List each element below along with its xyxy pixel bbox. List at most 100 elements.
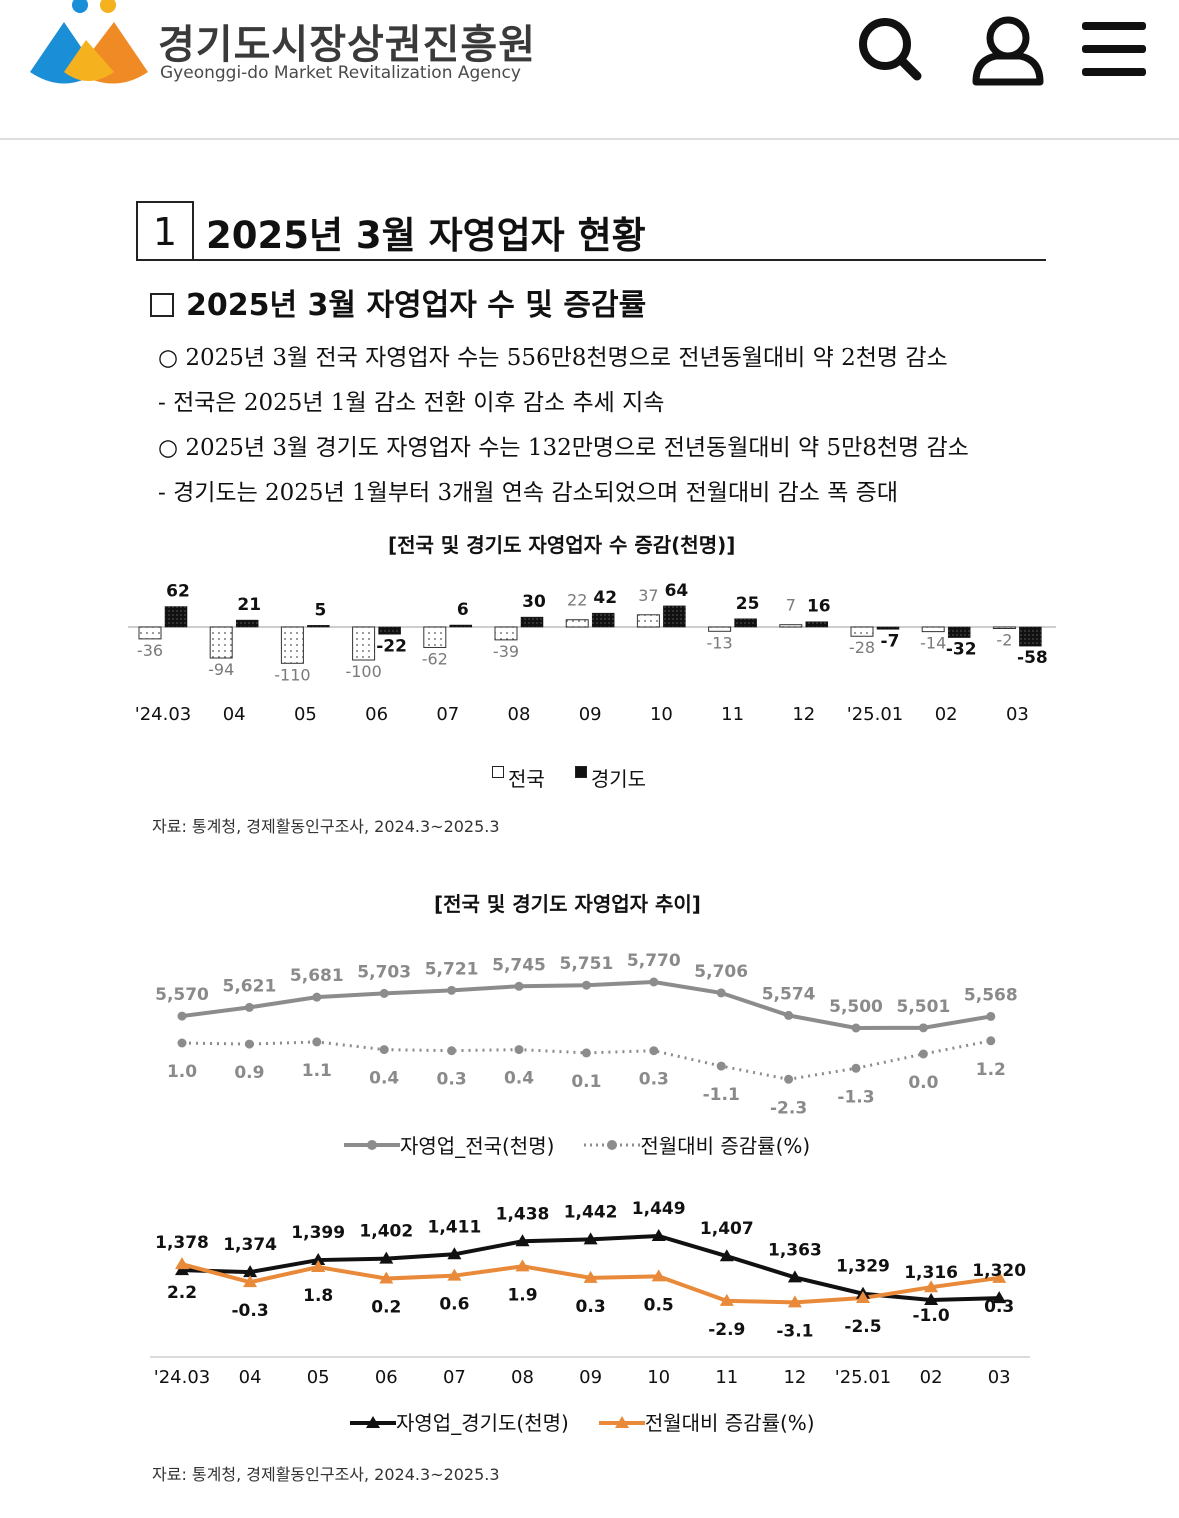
data-label-national-rate-2: 1.1: [302, 1061, 332, 1081]
x-tick-label-5: 08: [508, 704, 531, 725]
x-tick-label-6: 09: [579, 704, 602, 725]
data-label-gyeonggi-rate-10: -2.5: [844, 1317, 881, 1337]
bar-gyeonggi-1: [235, 619, 259, 628]
point-national-rate-10: [851, 1063, 861, 1073]
data-label-national-count-12: 5,568: [964, 985, 1018, 1005]
point-gyeonggi-count-4: [447, 1247, 462, 1260]
data-label-gyeonggi-count-7: 1,449: [632, 1199, 686, 1219]
bar-national-5: [494, 626, 518, 641]
data-label-gyeonggi-count-10: 1,329: [836, 1257, 890, 1277]
data-label-national-4: -62: [422, 649, 448, 668]
data-label-gyeonggi-rate-11: -1.0: [913, 1306, 950, 1326]
point-national-count-10: [851, 1023, 861, 1033]
legend-item-gyeonggi: 경기도: [574, 763, 646, 792]
point-national-rate-7: [649, 1046, 659, 1056]
point-national-count-0: [177, 1011, 187, 1021]
site-header: 경기도시장상권진흥원 Gyeonggi-do Market Revitaliza…: [0, 0, 1179, 140]
bar-gyeonggi-11: [947, 626, 971, 638]
point-gyeonggi-rate-5: [515, 1259, 530, 1272]
legend-item-national-count: 자영업_전국(천명): [344, 1130, 554, 1159]
data-label-national-6: 22: [567, 591, 587, 610]
point-national-count-11: [918, 1023, 928, 1033]
point-national-count-4: [447, 985, 457, 995]
data-label-gyeonggi-9: 16: [807, 597, 831, 617]
bullet-national-trend: - 전국은 2025년 1월 감소 전환 이후 감소 추세 지속: [158, 390, 665, 416]
point-gyeonggi-count-8: [719, 1249, 734, 1262]
subsection-title: 2025년 3월 자영업자 수 및 증감률: [150, 280, 646, 324]
x-tick-label-11: 02: [935, 704, 958, 725]
legend-item-gyeonggi-rate: 전월대비 증감률(%): [598, 1407, 815, 1436]
bar-national-9: [779, 624, 803, 628]
data-label-gyeonggi-count-5: 1,438: [496, 1204, 550, 1224]
point-gyeonggi-count-2: [311, 1253, 326, 1266]
point-gyeonggi-rate-12: [992, 1270, 1007, 1283]
point-national-rate-6: [581, 1048, 591, 1058]
data-label-gyeonggi-12: -58: [1017, 648, 1048, 668]
bar-gyeonggi-0: [164, 606, 188, 628]
x-tick-label-7: 10: [647, 1367, 670, 1388]
data-label-national-rate-0: 1.0: [167, 1062, 197, 1082]
data-label-national-rate-7: 0.3: [639, 1070, 669, 1090]
bar-gyeonggi-7: [663, 605, 686, 628]
point-national-rate-3: [379, 1045, 389, 1055]
data-label-national-count-3: 5,703: [357, 962, 411, 982]
point-gyeonggi-rate-11: [924, 1280, 939, 1293]
bar-gyeonggi-3: [378, 626, 401, 635]
data-label-national-9: 7: [786, 596, 796, 615]
data-label-national-rate-4: 0.3: [437, 1070, 467, 1090]
bar-national-11: [921, 626, 945, 633]
x-tick-label-1: 04: [239, 1367, 262, 1388]
data-label-gyeonggi-rate-7: 0.5: [644, 1295, 674, 1315]
x-tick-label-12: 03: [988, 1367, 1011, 1388]
data-label-gyeonggi-count-0: 1,378: [155, 1233, 209, 1253]
bar-national-7: [636, 614, 660, 628]
data-label-gyeonggi-count-4: 1,411: [428, 1217, 482, 1237]
data-label-gyeonggi-rate-6: 0.3: [576, 1297, 606, 1317]
data-label-national-8: -13: [707, 633, 733, 652]
data-label-national-count-4: 5,721: [425, 959, 479, 979]
point-gyeonggi-rate-4: [447, 1268, 462, 1281]
point-national-count-6: [581, 980, 591, 990]
user-icon[interactable]: [968, 10, 1046, 88]
bar-national-6: [565, 619, 589, 628]
data-label-gyeonggi-4: 6: [457, 600, 469, 620]
data-label-national-rate-5: 0.4: [504, 1069, 534, 1089]
legend-item-gyeonggi-count: 자영업_경기도(천명): [350, 1407, 569, 1436]
point-national-count-12: [986, 1011, 996, 1021]
data-label-gyeonggi-7: 64: [665, 581, 689, 601]
data-label-national-5: -39: [493, 642, 519, 661]
legend-item-national-rate: 전월대비 증감률(%): [584, 1130, 810, 1159]
search-icon[interactable]: [852, 10, 930, 88]
x-tick-label-2: 05: [294, 704, 317, 725]
data-label-gyeonggi-rate-9: -3.1: [776, 1321, 813, 1341]
x-tick-label-10: '25.01: [847, 704, 903, 725]
data-label-national-rate-3: 0.4: [369, 1069, 399, 1089]
point-gyeonggi-rate-2: [311, 1260, 326, 1273]
bullet-gyeonggi-count: ○ 2025년 3월 경기도 자영업자 수는 132만명으로 전년동월대비 약 …: [158, 435, 969, 461]
x-tick-label-8: 11: [721, 704, 744, 725]
section-title: 2025년 3월 자영업자 현황: [206, 214, 646, 257]
data-label-national-1: -94: [208, 660, 234, 679]
data-label-national-count-7: 5,770: [627, 951, 681, 971]
data-label-gyeonggi-6: 42: [593, 588, 617, 608]
data-label-national-count-2: 5,681: [290, 966, 344, 986]
point-gyeonggi-rate-9: [787, 1295, 802, 1308]
data-label-national-rate-9: -2.3: [770, 1098, 807, 1118]
gyeonggi-trend-line-chart: 1,378 1,374 1,399 1,402 1,411 1,438 1,442 1,449…: [150, 1199, 1030, 1388]
data-label-gyeonggi-1: 21: [237, 595, 261, 615]
menu-icon[interactable]: [1076, 10, 1154, 88]
bar-gyeonggi-9: [805, 621, 829, 628]
data-label-gyeonggi-11: -32: [946, 640, 977, 660]
chart2-title: [전국 및 경기도 자영업자 추이]: [434, 892, 701, 916]
agency-logo-icon[interactable]: [28, 0, 150, 90]
point-gyeonggi-rate-10: [856, 1291, 870, 1303]
point-gyeonggi-count-1: [243, 1265, 258, 1278]
bar-national-12: [992, 626, 1016, 629]
point-gyeonggi-count-11: [924, 1293, 939, 1305]
data-label-national-0: -36: [137, 641, 163, 660]
data-label-gyeonggi-10: -7: [881, 631, 900, 651]
data-label-gyeonggi-rate-1: -0.3: [232, 1301, 269, 1321]
bar-gyeonggi-2: [307, 625, 330, 628]
change-bar-chart: -36 62 -94 21 -110 5 -100 -22 -62 6 -39 30 22 42 37 64 -…: [128, 581, 1056, 725]
x-tick-label-11: 02: [920, 1367, 943, 1388]
